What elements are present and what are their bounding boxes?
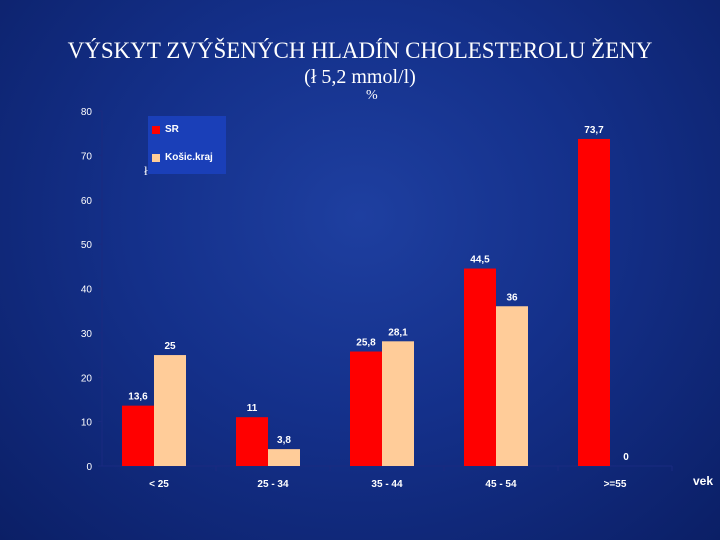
data-label: 25,8 <box>356 338 376 349</box>
bar-kosice <box>268 449 300 466</box>
y-axis-unit: % <box>366 88 378 103</box>
data-label: 0 <box>623 452 629 463</box>
y-tick-label: 60 <box>81 196 93 207</box>
legend-swatch-sr <box>152 125 160 134</box>
bar-sr <box>236 417 268 466</box>
data-label: 36 <box>506 292 518 303</box>
chart-legend: SR Košic.kraj <box>148 116 226 174</box>
x-tick-label: 35 - 44 <box>371 479 403 490</box>
x-tick-label: >=55 <box>604 479 627 490</box>
data-label: 28,1 <box>388 327 408 338</box>
legend-swatch-kosice <box>152 153 160 162</box>
data-label: 25 <box>164 341 176 352</box>
x-axis-title: vek <box>693 474 713 488</box>
x-tick-label: < 25 <box>149 479 169 490</box>
y-tick-label: 40 <box>81 285 93 296</box>
data-label: 11 <box>247 403 258 414</box>
bar-kosice <box>496 306 528 466</box>
bar-kosice <box>154 355 186 466</box>
y-tick-label: 0 <box>86 462 92 473</box>
data-label: 44,5 <box>470 255 490 266</box>
y-tick-label: 50 <box>81 240 93 251</box>
data-label: 3,8 <box>277 435 291 446</box>
y-tick-label: 10 <box>81 418 93 429</box>
legend-item-kosice: Košic.kraj <box>152 152 213 163</box>
y-tick-label: 30 <box>81 329 93 340</box>
data-label: 73,7 <box>584 125 604 136</box>
decorative-glyph: ł <box>144 163 148 178</box>
x-tick-label: 45 - 54 <box>485 479 517 490</box>
chart-title: VÝSKYT ZVÝŠENÝCH HLADÍN CHOLESTEROLU ŽEN… <box>67 38 653 63</box>
bar-kosice <box>382 341 414 466</box>
bar-sr <box>350 351 382 466</box>
x-tick-label: 25 - 34 <box>257 479 289 490</box>
legend-label-kosice: Košic.kraj <box>165 152 213 163</box>
bar-sr <box>122 405 154 466</box>
bar-sr <box>578 138 610 467</box>
legend-label-sr: SR <box>165 124 179 135</box>
y-tick-label: 70 <box>81 151 93 162</box>
data-label: 13,6 <box>128 392 148 403</box>
y-tick-label: 20 <box>81 373 93 384</box>
bar-sr <box>464 268 496 466</box>
legend-item-sr: SR <box>152 124 179 135</box>
chart-subtitle: (ł 5,2 mmol/l) <box>304 66 416 88</box>
y-tick-label: 80 <box>81 107 93 118</box>
